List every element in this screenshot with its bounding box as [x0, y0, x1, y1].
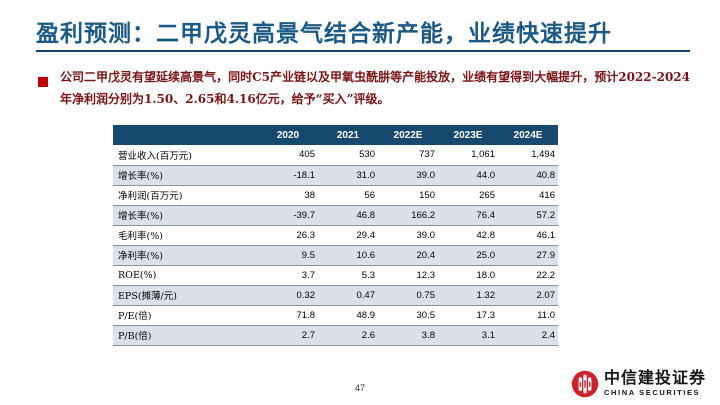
value-cell: 39.0 [378, 165, 438, 186]
citic-securities-emblem-icon [571, 370, 599, 398]
financial-forecast-table: 2020 2021 2022E 2023E 2024E 营业收入(百万元) 405 530 7… [113, 125, 558, 346]
value-cell: 5.3 [318, 265, 378, 286]
row-label-cell: 净利率(%) [113, 245, 258, 266]
value-cell: 27.9 [498, 245, 558, 266]
bullet-marker [38, 77, 48, 87]
value-cell: 3.8 [378, 325, 438, 346]
row-label-cell: P/B(倍) [113, 325, 258, 346]
logo-text-block: 中信建投证券 CHINA SECURITIES [604, 371, 706, 397]
value-cell: 11.0 [498, 305, 558, 326]
row-label-cell: EPS(摊薄/元) [113, 285, 258, 306]
value-cell: 416 [498, 185, 558, 206]
value-cell: 71.8 [258, 305, 318, 326]
value-cell: 166.2 [378, 205, 438, 226]
value-cell: 0.32 [258, 285, 318, 306]
value-cell: 1,061 [438, 145, 498, 166]
table-row: P/E(倍) 71.8 48.9 30.5 17.3 11.0 [113, 305, 558, 326]
table-row: 毛利率(%) 26.3 29.4 39.0 42.8 46.1 [113, 225, 558, 246]
page-title: 盈利预测：二甲戊灵高景气结合新产能，业绩快速提升 [36, 20, 612, 46]
value-cell: 10.6 [318, 245, 378, 266]
table-row: EPS(摊薄/元) 0.32 0.47 0.75 1.32 2.07 [113, 285, 558, 306]
value-cell: 0.47 [318, 285, 378, 306]
title-underline [36, 50, 690, 52]
value-cell: 39.0 [378, 225, 438, 246]
table-row: 净利率(%) 9.5 10.6 20.4 25.0 27.9 [113, 245, 558, 266]
value-cell: 1,494 [498, 145, 558, 166]
value-cell: 12.3 [378, 265, 438, 286]
value-cell: 2.07 [498, 285, 558, 306]
row-label-cell: 增长率(%) [113, 165, 258, 186]
value-cell: 3.7 [258, 265, 318, 286]
row-label-cell: ROE(%) [113, 265, 258, 286]
value-cell: 0.75 [378, 285, 438, 306]
value-cell: 25.0 [438, 245, 498, 266]
logo-name-en: CHINA SECURITIES [603, 388, 701, 398]
value-cell: 1.32 [438, 285, 498, 306]
value-cell: 737 [378, 145, 438, 166]
value-cell: 2.4 [498, 325, 558, 346]
table-row: 净利润(百万元) 38 56 150 265 416 [113, 185, 558, 206]
table-row: P/B(倍) 2.7 2.6 3.8 3.1 2.4 [113, 325, 558, 346]
value-cell: 530 [318, 145, 378, 166]
page-number: 47 [354, 383, 365, 393]
year-header-cell: 2024E [498, 125, 558, 145]
row-label-cell: 增长率(%) [113, 205, 258, 226]
row-label-cell: P/E(倍) [113, 305, 258, 326]
value-cell: 40.8 [498, 165, 558, 186]
value-cell: 265 [438, 185, 498, 206]
year-header-cell: 2023E [438, 125, 498, 145]
value-cell: -18.1 [258, 165, 318, 186]
value-cell: 57.2 [498, 205, 558, 226]
value-cell: 44.0 [438, 165, 498, 186]
table-row: 增长率(%) -18.1 31.0 39.0 44.0 40.8 [113, 165, 558, 186]
value-cell: 56 [318, 185, 378, 206]
value-cell: -39.7 [258, 205, 318, 226]
row-label-cell: 毛利率(%) [113, 225, 258, 246]
value-cell: 20.4 [378, 245, 438, 266]
value-cell: 29.4 [318, 225, 378, 246]
value-cell: 3.1 [438, 325, 498, 346]
value-cell: 76.4 [438, 205, 498, 226]
value-cell: 31.0 [318, 165, 378, 186]
table-header-row: 2020 2021 2022E 2023E 2024E [113, 125, 558, 145]
summary-paragraph: 公司二甲戊灵有望延续高景气，同时C5产业链以及甲氧虫酰肼等产能投放，业绩有望得到… [60, 70, 690, 106]
value-cell: 9.5 [258, 245, 318, 266]
company-logo: 中信建投证券 CHINA SECURITIES [571, 370, 706, 398]
logo-name-cn: 中信建投证券 [603, 370, 706, 388]
table-row: 营业收入(百万元) 405 530 737 1,061 1,494 [113, 145, 558, 166]
row-label-cell: 营业收入(百万元) [113, 145, 258, 166]
value-cell: 46.8 [318, 205, 378, 226]
year-header-cell: 2022E [378, 125, 438, 145]
value-cell: 405 [258, 145, 318, 166]
value-cell: 26.3 [258, 225, 318, 246]
value-cell: 18.0 [438, 265, 498, 286]
table-row: ROE(%) 3.7 5.3 12.3 18.0 22.2 [113, 265, 558, 286]
value-cell: 30.5 [378, 305, 438, 326]
value-cell: 22.2 [498, 265, 558, 286]
value-cell: 48.9 [318, 305, 378, 326]
year-header-cell: 2020 [258, 125, 318, 145]
value-cell: 150 [378, 185, 438, 206]
value-cell: 42.8 [438, 225, 498, 246]
value-cell: 2.7 [258, 325, 318, 346]
year-header-cell: 2021 [318, 125, 378, 145]
value-cell: 2.6 [318, 325, 378, 346]
table-row: 增长率(%) -39.7 46.8 166.2 76.4 57.2 [113, 205, 558, 226]
value-cell: 46.1 [498, 225, 558, 246]
value-cell: 17.3 [438, 305, 498, 326]
row-label-cell: 净利润(百万元) [113, 185, 258, 206]
metric-header-cell [113, 125, 258, 145]
value-cell: 38 [258, 185, 318, 206]
